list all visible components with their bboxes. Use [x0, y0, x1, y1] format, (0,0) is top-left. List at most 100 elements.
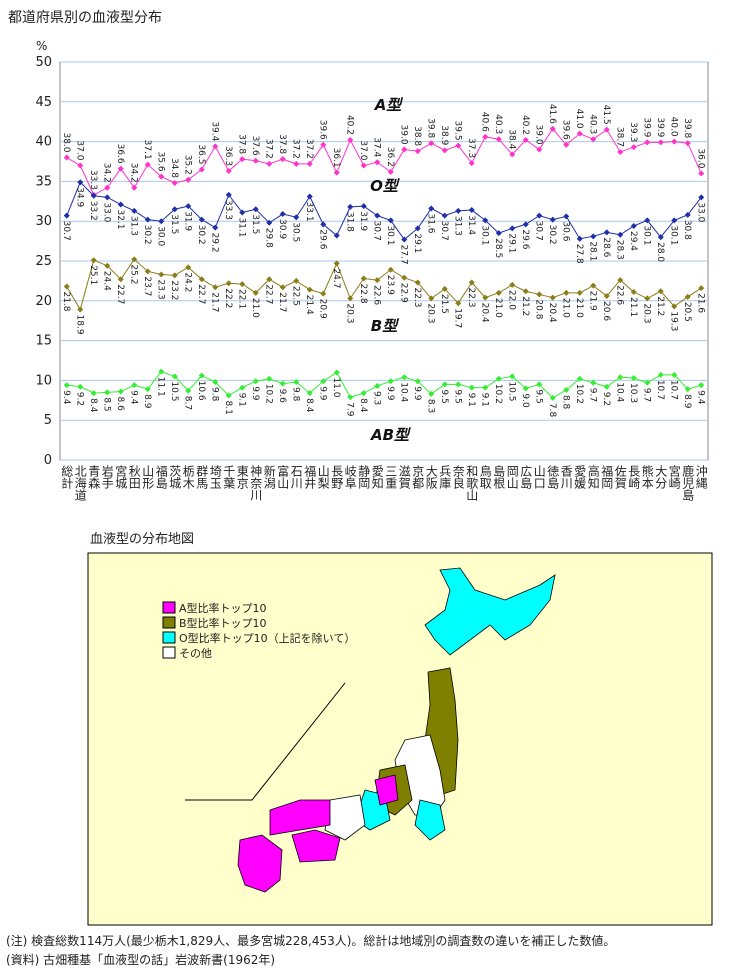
data-label: 30.2 [196, 225, 206, 245]
y-tick-label: 40 [35, 135, 52, 150]
point [225, 191, 232, 198]
point [671, 303, 678, 310]
data-label: 39.4 [209, 121, 219, 141]
data-label: 30.8 [682, 220, 692, 240]
y-tick-label: 15 [35, 334, 52, 349]
legend-swatch [162, 631, 176, 644]
point [306, 160, 313, 167]
point [333, 232, 340, 239]
data-label: 30.6 [560, 221, 570, 241]
x-tick-label: 長崎 [627, 465, 641, 489]
point [522, 385, 529, 392]
data-label: 39.9 [655, 117, 665, 137]
legend-label: O型比率トップ10（上記を除いて） [179, 631, 355, 645]
data-label: 41.5 [601, 105, 611, 125]
data-label: 8.8 [560, 395, 570, 410]
data-label: 31.3 [128, 216, 138, 236]
point [563, 213, 570, 220]
point [698, 382, 705, 389]
point [131, 207, 138, 214]
point [671, 217, 678, 224]
data-label: 27.7 [398, 245, 408, 265]
point [563, 386, 570, 393]
point [684, 140, 691, 147]
point [266, 276, 273, 283]
data-label: 27.8 [574, 244, 584, 264]
point [293, 214, 300, 221]
point [333, 260, 340, 267]
x-tick-label: 香川 [559, 465, 573, 489]
point [198, 216, 205, 223]
data-label: 38.0 [61, 132, 71, 152]
data-label: 39.3 [628, 122, 638, 142]
point [131, 256, 138, 263]
x-tick-label: 千葉 [222, 465, 236, 489]
x-tick-label: 佐賀 [613, 465, 627, 490]
data-label: 7.9 [344, 402, 354, 417]
point [603, 126, 610, 133]
data-label: 20.5 [682, 302, 692, 322]
data-label: 33.0 [695, 202, 705, 222]
data-label: 31.6 [425, 213, 435, 233]
point [252, 206, 259, 213]
data-label: 22.7 [115, 284, 125, 304]
point [387, 217, 394, 224]
japan-map [237, 567, 556, 893]
x-tick-label: 秋田 [127, 465, 141, 489]
point [144, 268, 151, 275]
point [77, 383, 84, 390]
data-label: 37.0 [358, 140, 368, 160]
data-label: 10.4 [398, 382, 408, 402]
data-label: 9.3 [371, 391, 381, 405]
point [374, 212, 381, 219]
point [279, 380, 286, 387]
point [644, 139, 651, 146]
point [468, 160, 475, 167]
point [644, 217, 651, 224]
point [158, 271, 165, 278]
x-tick-label: 愛媛 [573, 465, 587, 490]
data-label: 20.4 [547, 303, 557, 323]
data-label: 33.1 [304, 202, 314, 222]
point [684, 211, 691, 218]
point [306, 390, 313, 397]
data-label: 28.1 [587, 241, 597, 261]
data-label: 22.8 [358, 284, 368, 304]
data-label: 8.9 [682, 394, 692, 409]
legend-swatch [162, 601, 176, 614]
point [171, 373, 178, 380]
y-tick-label: 5 [44, 413, 52, 428]
data-label: 10.5 [169, 381, 179, 401]
data-label: 9.9 [250, 386, 260, 401]
x-tick-label: 群馬 [195, 465, 209, 490]
point [77, 162, 84, 169]
point [360, 275, 367, 282]
point [360, 162, 367, 169]
point [171, 179, 178, 186]
point [603, 293, 610, 300]
data-label: 31.9 [182, 211, 192, 231]
data-label: 40.3 [493, 114, 503, 134]
x-tick-label: 宮崎 [667, 464, 681, 489]
data-label: 21.6 [695, 293, 705, 313]
point [468, 279, 475, 286]
x-tick-label: 島根 [492, 464, 506, 489]
x-tick-label: 大阪 [424, 465, 438, 490]
point [576, 130, 583, 137]
data-label: 40.2 [344, 115, 354, 135]
data-label: 31.1 [236, 217, 246, 237]
data-label: 21.8 [61, 291, 71, 311]
map-title: 血液型の分布地図 [90, 532, 194, 547]
data-label: 30.2 [142, 225, 152, 245]
point [428, 205, 435, 212]
point [333, 369, 340, 376]
data-label: 29.6 [520, 229, 530, 249]
point [374, 277, 381, 284]
point [603, 229, 610, 236]
y-tick-label: 45 [35, 95, 52, 110]
point [131, 382, 138, 389]
data-label: 18.9 [74, 315, 84, 335]
data-label: 37.6 [250, 136, 260, 156]
data-label: 33.0 [101, 202, 111, 222]
